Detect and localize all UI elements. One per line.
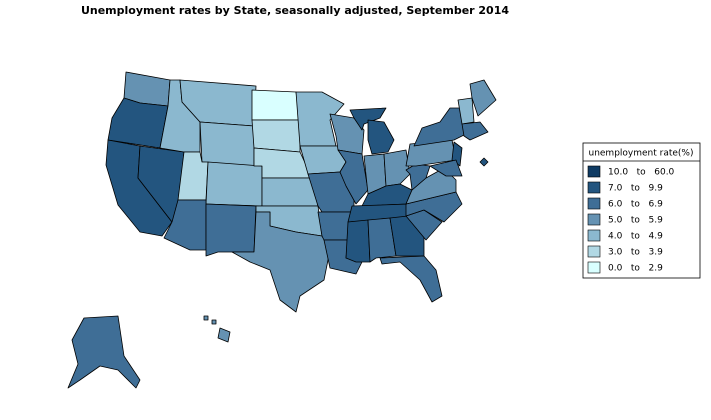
state	[205, 203, 257, 257]
legend: unemployment rate(%) 10.0 to 60.0 7.0 to …	[582, 142, 701, 279]
state	[67, 315, 141, 389]
state	[345, 219, 371, 263]
state	[231, 211, 331, 313]
state	[457, 97, 475, 125]
state	[349, 107, 387, 131]
state	[337, 149, 369, 205]
legend-label: 0.0 to 2.9	[608, 264, 663, 274]
state	[251, 119, 301, 153]
legend-swatch	[587, 197, 601, 210]
state	[199, 121, 255, 167]
state	[251, 89, 301, 121]
legend-label: 10.0 to 60.0	[608, 168, 675, 178]
state	[413, 107, 467, 147]
state	[203, 315, 209, 321]
state	[211, 319, 217, 325]
legend-label: 7.0 to 9.9	[608, 184, 663, 194]
state	[163, 199, 207, 251]
us-map	[67, 71, 497, 389]
state	[205, 161, 263, 207]
state	[429, 159, 463, 177]
state	[461, 121, 489, 141]
state	[217, 327, 231, 343]
state	[469, 79, 497, 117]
legend-label: 4.0 to 4.9	[608, 232, 663, 242]
state	[367, 119, 395, 155]
state	[261, 177, 319, 207]
legend-label: 6.0 to 6.9	[608, 200, 663, 210]
legend-items: 10.0 to 60.0 7.0 to 9.9 6.0 to 6.9 5.0 to 5…	[587, 165, 675, 274]
legend-swatch	[587, 245, 601, 258]
legend-label: 5.0 to 5.9	[608, 216, 663, 226]
state	[367, 217, 397, 263]
state	[383, 149, 411, 187]
legend-title: unemployment rate(%)	[588, 149, 693, 159]
map-title: Unemployment rates by State, seasonally …	[81, 4, 509, 17]
legend-swatch	[587, 261, 601, 274]
state	[479, 157, 489, 167]
legend-swatch	[587, 165, 601, 178]
state	[107, 97, 169, 149]
legend-swatch	[587, 229, 601, 242]
legend-swatch	[587, 181, 601, 194]
legend-swatch	[587, 213, 601, 226]
legend-box	[582, 142, 701, 279]
legend-label: 3.0 to 3.9	[608, 248, 663, 258]
state	[379, 255, 443, 303]
